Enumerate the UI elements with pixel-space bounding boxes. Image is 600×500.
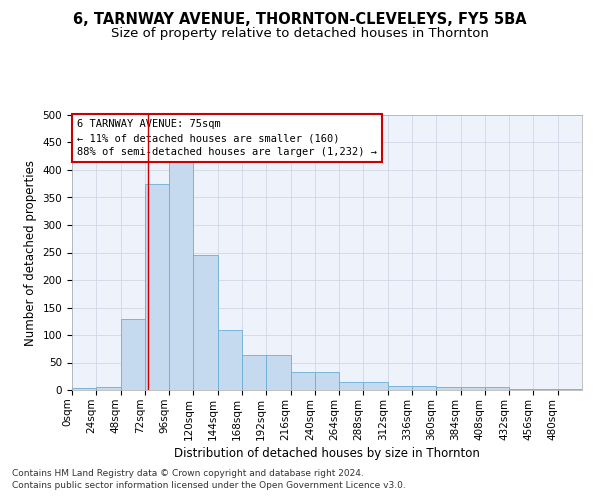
Bar — [218, 330, 242, 390]
Bar — [485, 387, 509, 390]
Bar — [364, 382, 388, 390]
Bar — [558, 389, 582, 390]
Bar — [436, 387, 461, 390]
Y-axis label: Number of detached properties: Number of detached properties — [24, 160, 37, 346]
Bar — [193, 255, 218, 390]
Bar — [388, 386, 412, 390]
Text: Distribution of detached houses by size in Thornton: Distribution of detached houses by size … — [174, 448, 480, 460]
Text: 6, TARNWAY AVENUE, THORNTON-CLEVELEYS, FY5 5BA: 6, TARNWAY AVENUE, THORNTON-CLEVELEYS, F… — [73, 12, 527, 28]
Bar — [145, 184, 169, 390]
Bar — [509, 389, 533, 390]
Bar — [412, 386, 436, 390]
Text: Contains HM Land Registry data © Crown copyright and database right 2024.
Contai: Contains HM Land Registry data © Crown c… — [12, 469, 406, 490]
Bar — [533, 389, 558, 390]
Bar — [96, 386, 121, 390]
Bar — [72, 388, 96, 390]
Bar — [290, 372, 315, 390]
Text: 6 TARNWAY AVENUE: 75sqm
← 11% of detached houses are smaller (160)
88% of semi-d: 6 TARNWAY AVENUE: 75sqm ← 11% of detache… — [77, 119, 377, 157]
Text: Size of property relative to detached houses in Thornton: Size of property relative to detached ho… — [111, 28, 489, 40]
Bar — [266, 356, 290, 390]
Bar — [242, 356, 266, 390]
Bar — [315, 372, 339, 390]
Bar — [121, 318, 145, 390]
Bar — [339, 382, 364, 390]
Bar — [461, 387, 485, 390]
Bar — [169, 162, 193, 390]
